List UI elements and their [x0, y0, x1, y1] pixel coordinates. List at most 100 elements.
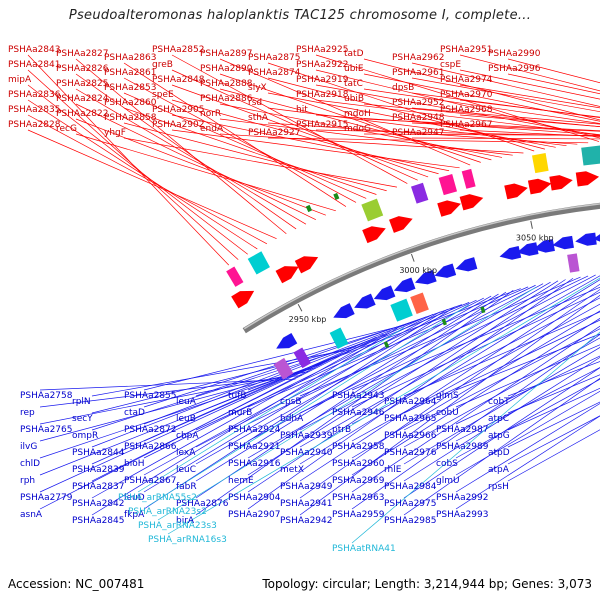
- reverse-gene-arrow: [592, 234, 600, 242]
- reverse-leader-line: [455, 378, 600, 459]
- reverse-gene-arrow: [393, 277, 416, 293]
- reverse-gene-label: PSHAa2992: [436, 493, 488, 503]
- reverse-leader-line: [455, 367, 600, 442]
- reverse-gene-label: PSHAa2976: [384, 448, 437, 458]
- reverse-gene-label: PSHAa2921: [228, 442, 280, 452]
- reverse-gene-label: PSHAa2779: [20, 493, 73, 503]
- reverse-gene-label: PSHAa2872: [124, 425, 176, 435]
- forward-gene-label: PSHAa2861: [104, 68, 156, 78]
- reverse-leader-line: [507, 429, 600, 482]
- reverse-leader-line: [455, 355, 600, 425]
- reverse-leader-line: [91, 336, 377, 465]
- reverse-gene-label: PSHAa2959: [332, 510, 385, 520]
- reverse-gene-label: asnA: [20, 510, 43, 520]
- reverse-gene-label: PSHAa2837: [72, 482, 124, 492]
- forward-color-block: [438, 174, 458, 196]
- reverse-gene-label: secY: [72, 414, 93, 424]
- forward-leader-line: [363, 58, 600, 121]
- reverse-leader-line: [143, 324, 405, 391]
- reverse-leader-line: [143, 316, 427, 442]
- reverse-leader-line: [351, 310, 600, 459]
- forward-gene-label: PSHAa2886: [200, 94, 253, 104]
- forward-leader-line: [363, 133, 600, 136]
- reverse-gene-label: leuC: [176, 465, 196, 475]
- rna-leader-line: [137, 327, 405, 493]
- tick-label: 2950 kbp: [289, 315, 327, 324]
- reverse-gene-label: lexA: [176, 448, 196, 458]
- tick-label: 3000 kbp: [399, 266, 437, 275]
- forward-gene-arrow: [527, 178, 552, 195]
- forward-leader-line: [75, 103, 317, 220]
- reverse-gene-label: PSHAa2949: [280, 482, 333, 492]
- forward-leader-line: [411, 137, 600, 140]
- reverse-leader-line: [39, 356, 336, 493]
- rna-gene-label: PSHA_arRNA55s2: [118, 493, 197, 503]
- reverse-gene-label: metX: [280, 465, 304, 475]
- forward-gene-label: PSHAa2836: [8, 90, 61, 100]
- forward-leader-line: [75, 73, 297, 230]
- forward-gene-label: PSHAa2858: [104, 113, 157, 123]
- rna-leader-line: [157, 286, 536, 521]
- reverse-leader-line: [195, 302, 470, 414]
- forward-gene-arrow: [504, 183, 528, 200]
- forward-gene-label: mipA: [8, 75, 32, 85]
- forward-gene-label: PSHAa2897: [200, 49, 252, 59]
- reverse-leader-line: [247, 280, 559, 476]
- forward-color-block: [226, 266, 244, 287]
- forward-leader-line: [411, 62, 600, 107]
- tick-mark: [297, 303, 303, 312]
- forward-leader-line: [123, 107, 377, 195]
- gene-tracks: [226, 145, 600, 380]
- forward-gene-label: PSHAa2835: [8, 105, 60, 115]
- forward-leader-line: [27, 129, 277, 240]
- forward-leader-line: [27, 114, 268, 245]
- reverse-gene-label: bdhA: [280, 414, 304, 424]
- reverse-gene-arrow: [373, 285, 396, 301]
- reverse-gene-label: cpsB: [280, 397, 302, 407]
- forward-gene-label: PSHAa2825: [56, 79, 108, 89]
- reverse-leader-line: [403, 367, 600, 499]
- reverse-leader-line: [455, 344, 600, 408]
- forward-leader-line: [267, 122, 578, 145]
- reverse-gene-label: PSHAa2963: [332, 493, 384, 503]
- reverse-gene-arrow: [533, 239, 555, 253]
- rna-marker: [383, 341, 390, 349]
- forward-gene-arrow: [362, 226, 386, 244]
- forward-leader-line: [267, 137, 589, 144]
- forward-gene-arrow: [437, 200, 461, 217]
- forward-gene-arrow: [459, 194, 484, 211]
- rna-gene-label: PSHA_arRNA23s2: [128, 507, 207, 517]
- reverse-leader-line: [247, 283, 544, 442]
- map-title: Pseudoalteromonas haloplanktis TAC125 ch…: [68, 8, 532, 23]
- reverse-gene-arrow: [499, 245, 522, 260]
- reverse-gene-label: fkpA: [124, 510, 145, 520]
- reverse-gene-label: PSHAa2924: [228, 425, 281, 435]
- reverse-leader-line: [299, 279, 600, 465]
- forward-color-block: [581, 145, 600, 166]
- reverse-gene-label: PSHAa2842: [72, 499, 124, 509]
- forward-gene-label: PSHAa2828: [8, 120, 61, 130]
- reverse-gene-label: PSHAa2839: [72, 465, 125, 475]
- rna-gene-label: PSHAatRNA41: [332, 544, 396, 554]
- reverse-gene-label: rep: [20, 408, 35, 418]
- forward-gene-label: PSHAa2875: [248, 53, 300, 63]
- reverse-gene-arrow: [276, 332, 298, 349]
- reverse-gene-label: fabR: [176, 482, 197, 492]
- forward-gene-label: PSHAa2826: [56, 64, 109, 74]
- reverse-gene-label: rpsH: [488, 482, 509, 492]
- rna-marker: [305, 204, 313, 213]
- forward-gene-label: PSHAa2852: [152, 45, 204, 55]
- forward-gene-label: cspE: [440, 60, 461, 70]
- reverse-leader-line: [403, 347, 600, 465]
- reverse-gene-label: atpA: [488, 465, 510, 475]
- reverse-gene-label: glmS: [436, 391, 459, 401]
- reverse-leader-line: [299, 275, 589, 414]
- reverse-gene-label: hemE: [228, 476, 254, 486]
- reverse-leader-line: [507, 374, 600, 414]
- reverse-leader-line: [507, 401, 600, 448]
- reverse-gene-label: ctaD: [124, 408, 145, 418]
- forward-gene-label: PSHAa2848: [152, 75, 205, 85]
- tick-mark: [410, 253, 415, 262]
- reverse-leader-line: [195, 293, 499, 482]
